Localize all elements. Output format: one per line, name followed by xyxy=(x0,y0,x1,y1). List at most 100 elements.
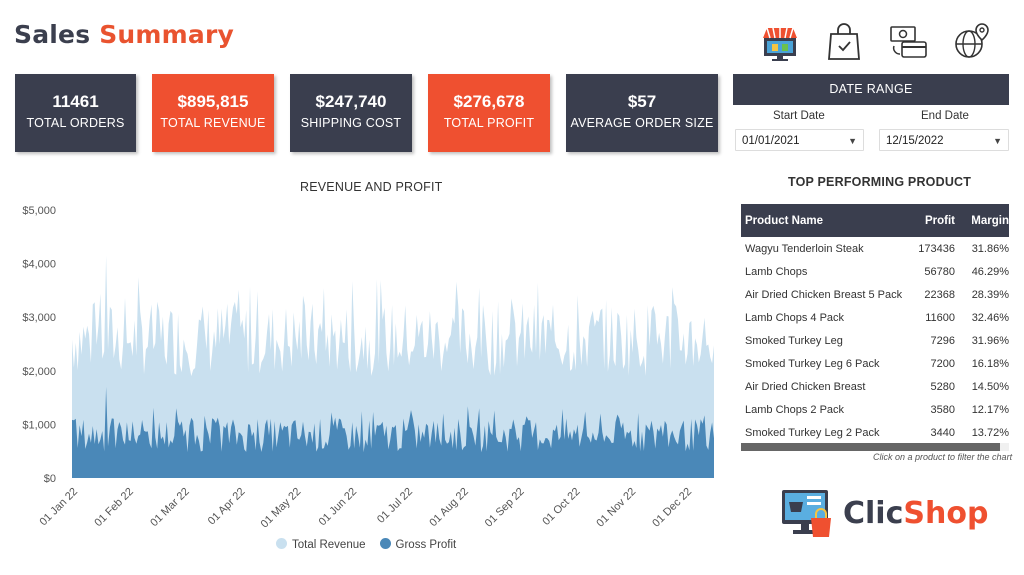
brand-name: ClicShop xyxy=(843,496,988,531)
title-word-summary: Summary xyxy=(99,20,234,49)
cell-product-name: Wagyu Tenderloin Steak xyxy=(745,242,864,255)
header-profit[interactable]: Profit xyxy=(924,214,955,227)
x-tick-label: 01 Apr 22 xyxy=(206,486,248,528)
legend-label-profit: Gross Profit xyxy=(395,539,457,551)
start-date-select[interactable]: 01/01/2021 ▼ xyxy=(735,129,864,151)
table-row[interactable]: Lamb Chops 4 Pack 11600 32.46% xyxy=(741,306,1009,329)
cell-profit: 5280 xyxy=(930,380,955,393)
cell-margin: 13.72% xyxy=(971,426,1009,439)
revenue-profit-chart[interactable]: $0 $1,000 $2,000 $3,000 $4,000 $5,000 01 Jan 2… xyxy=(0,195,725,535)
legend-swatch-profit xyxy=(379,538,391,549)
cell-product-name: Lamb Chops 4 Pack xyxy=(745,311,845,324)
cell-profit: 7296 xyxy=(930,334,955,347)
cell-margin: 46.29% xyxy=(971,265,1009,278)
page-title: Sales Summary xyxy=(14,20,234,49)
top-icon-bar xyxy=(760,22,992,62)
table-row[interactable]: Lamb Chops 56780 46.29% xyxy=(741,260,1009,283)
kpi-label: TOTAL ORDERS xyxy=(26,116,125,130)
brand-logo: ClicShop xyxy=(781,488,988,538)
chevron-down-icon[interactable]: ▼ xyxy=(848,136,857,146)
y-tick-label: $3,000 xyxy=(22,312,56,324)
table-header: Product Name Profit Margin xyxy=(741,204,1009,237)
x-tick-label: 01 Jan 22 xyxy=(37,486,80,529)
payment-icon[interactable] xyxy=(888,22,928,62)
cell-product-name: Lamb Chops 2 Pack xyxy=(745,403,845,416)
table-scrollbar[interactable] xyxy=(741,443,1009,451)
cell-profit: 22368 xyxy=(924,288,955,301)
title-word-sales: Sales xyxy=(14,20,91,49)
x-tick-label: 01 May 22 xyxy=(259,486,304,531)
y-tick-label: $4,000 xyxy=(22,259,56,271)
end-date-label: End Date xyxy=(921,110,969,122)
kpi-value: $895,815 xyxy=(177,92,249,111)
y-tick-label: $1,000 xyxy=(22,419,56,431)
legend-swatch-revenue xyxy=(276,538,287,549)
kpi-label: TOTAL REVENUE xyxy=(160,116,266,130)
kpi-total-profit: $276,678 TOTAL PROFIT xyxy=(428,74,550,152)
chevron-down-icon[interactable]: ▼ xyxy=(993,136,1002,146)
table-hint: Click on a product to filter the chart xyxy=(873,452,1013,462)
cell-margin: 31.86% xyxy=(971,242,1009,255)
start-date-value: 01/01/2021 xyxy=(742,135,800,147)
date-range-header: DATE RANGE xyxy=(733,74,1009,105)
cell-margin: 28.39% xyxy=(971,288,1009,301)
kpi-average-order-size: $57 AVERAGE ORDER SIZE xyxy=(566,74,718,152)
kpi-value: 11461 xyxy=(52,92,99,111)
kpi-total-revenue: $895,815 TOTAL REVENUE xyxy=(152,74,274,152)
chart-legend: Total Revenue Gross Profit xyxy=(276,538,456,551)
table-row[interactable]: Smoked Turkey Leg 6 Pack 7200 16.18% xyxy=(741,352,1009,375)
x-tick-label: 01 Aug 22 xyxy=(427,486,471,530)
shop-screen-icon xyxy=(782,490,831,537)
cell-product-name: Smoked Turkey Leg 2 Pack xyxy=(745,426,880,439)
cell-margin: 12.17% xyxy=(971,403,1009,416)
legend-item-revenue[interactable]: Total Revenue xyxy=(276,538,366,551)
end-date-select[interactable]: 12/15/2022 ▼ xyxy=(879,129,1009,151)
y-tick-label: $2,000 xyxy=(22,366,56,378)
cell-margin: 31.96% xyxy=(971,334,1009,347)
start-date-label: Start Date xyxy=(773,110,825,122)
y-tick-label: $0 xyxy=(44,473,56,485)
brand-part2: Shop xyxy=(903,495,989,531)
top-product-table: Product Name Profit Margin Wagyu Tenderl… xyxy=(741,204,1009,444)
cell-product-name: Lamb Chops xyxy=(745,265,808,278)
cell-margin: 14.50% xyxy=(971,380,1009,393)
cell-product-name: Smoked Turkey Leg 6 Pack xyxy=(745,357,880,370)
x-tick-label: 01 Feb 22 xyxy=(92,486,136,530)
kpi-label: TOTAL PROFIT xyxy=(443,116,535,130)
scrollbar-thumb[interactable] xyxy=(741,443,1000,451)
table-row[interactable]: Lamb Chops 2 Pack 3580 12.17% xyxy=(741,398,1009,421)
y-tick-label: $5,000 xyxy=(22,205,56,217)
cell-product-name: Air Dried Chicken Breast xyxy=(745,380,866,393)
kpi-label: AVERAGE ORDER SIZE xyxy=(570,116,714,130)
x-tick-label: 01 Jun 22 xyxy=(317,486,360,529)
cell-profit: 3440 xyxy=(930,426,955,439)
table-row[interactable]: Air Dried Chicken Breast 5 Pack 22368 28.3… xyxy=(741,283,1009,306)
profit-area[interactable] xyxy=(72,386,714,478)
cell-profit: 3580 xyxy=(930,403,955,416)
table-row[interactable]: Wagyu Tenderloin Steak 173436 31.86% xyxy=(741,237,1009,260)
x-tick-label: 01 Sep 22 xyxy=(483,486,527,530)
shopping-bag-icon[interactable] xyxy=(824,22,864,62)
kpi-total-orders: 11461 TOTAL ORDERS xyxy=(15,74,136,152)
header-product-name[interactable]: Product Name xyxy=(745,214,823,227)
store-icon[interactable] xyxy=(760,22,800,62)
kpi-label: SHIPPING COST xyxy=(300,116,402,130)
cell-profit: 56780 xyxy=(924,265,955,278)
brand-part1: Clic xyxy=(843,495,904,531)
cell-profit: 173436 xyxy=(918,242,955,255)
globe-delivery-icon[interactable] xyxy=(952,22,992,62)
cell-margin: 16.18% xyxy=(971,357,1009,370)
kpi-shipping-cost: $247,740 SHIPPING COST xyxy=(290,74,412,152)
table-row[interactable]: Air Dried Chicken Breast 5280 14.50% xyxy=(741,375,1009,398)
end-date-value: 12/15/2022 xyxy=(886,135,944,147)
x-tick-label: 01 Nov 22 xyxy=(594,486,638,530)
kpi-value: $276,678 xyxy=(453,92,525,111)
header-margin[interactable]: Margin xyxy=(971,214,1009,227)
table-row[interactable]: Smoked Turkey Leg 2 Pack 3440 13.72% xyxy=(741,421,1009,444)
kpi-value: $57 xyxy=(627,92,657,111)
cell-profit: 11600 xyxy=(925,311,955,324)
chart-title: REVENUE AND PROFIT xyxy=(300,180,443,194)
legend-item-profit[interactable]: Gross Profit xyxy=(379,538,457,551)
x-tick-label: 01 Dec 22 xyxy=(650,486,694,530)
table-row[interactable]: Smoked Turkey Leg 7296 31.96% xyxy=(741,329,1009,352)
